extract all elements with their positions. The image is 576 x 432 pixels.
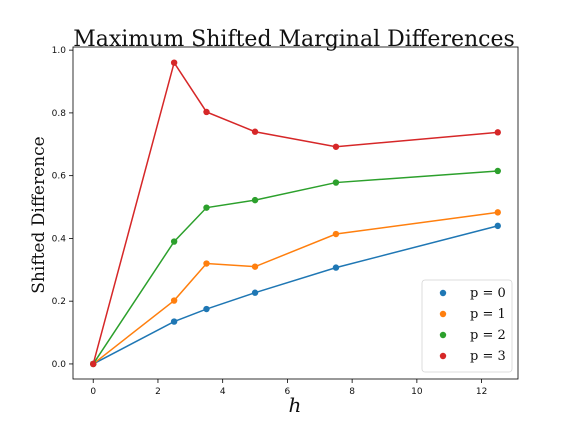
data-point-p3 — [251, 128, 259, 135]
data-point-p1 — [203, 260, 210, 267]
data-point-p2 — [203, 204, 210, 211]
data-point-p3 — [90, 360, 97, 368]
legend: p = 0 p = 1 p = 2 p = 3 — [421, 279, 513, 373]
series-line-p2 — [92, 170, 498, 365]
series-line-p0 — [92, 225, 498, 365]
data-point-p1 — [170, 297, 178, 304]
x-tick-label: 2 — [155, 387, 161, 397]
data-point-p1 — [494, 209, 501, 216]
plot-area-frame — [72, 46, 519, 380]
y-tick-label: 0.4 — [52, 234, 67, 244]
y-tick-label: 0.2 — [52, 297, 66, 307]
data-point-p2 — [251, 196, 259, 204]
series-line-p1 — [92, 211, 498, 365]
data-point-p3 — [332, 143, 340, 150]
x-tick-label: 12 — [476, 387, 487, 397]
data-point-p1 — [332, 230, 340, 238]
y-axis-label: Shifted Difference — [29, 136, 49, 293]
data-point-p0 — [332, 264, 340, 271]
data-point-p0 — [170, 318, 178, 325]
series-line-p3 — [92, 60, 498, 365]
data-point-p0 — [203, 305, 210, 313]
legend-label: p = 0 — [470, 286, 506, 301]
y-tick-label: 0.6 — [52, 172, 67, 182]
data-point-p2 — [170, 238, 178, 245]
legend-label: p = 3 — [470, 349, 506, 364]
y-tick-label: 0.8 — [52, 109, 67, 119]
legend-marker — [439, 289, 447, 297]
data-point-p3 — [170, 59, 178, 66]
legend-box — [421, 279, 513, 373]
legend-marker — [439, 352, 447, 360]
series-layer — [90, 59, 501, 368]
legend-label: p = 2 — [470, 328, 506, 343]
legend-label: p = 1 — [470, 307, 506, 322]
x-tick-label: 4 — [220, 387, 226, 397]
x-tick-label: 10 — [411, 387, 423, 397]
data-point-p3 — [203, 108, 210, 116]
y-tick-label: 1.0 — [52, 46, 67, 56]
legend-marker — [439, 331, 447, 339]
data-point-p0 — [251, 289, 259, 296]
data-point-p2 — [494, 167, 501, 175]
data-point-p2 — [332, 179, 340, 186]
y-tick-label: 0.0 — [52, 360, 67, 370]
x-axis-ticks: 0 2 4 6 8 10 12 — [90, 379, 487, 397]
x-tick-label: 6 — [285, 387, 291, 397]
data-point-p0 — [494, 222, 501, 230]
legend-marker — [439, 310, 447, 318]
x-tick-label: 8 — [349, 387, 355, 397]
chart-title: Maximum Shifted Marginal Differences — [73, 27, 515, 52]
data-point-p1 — [251, 263, 259, 270]
x-axis-label: h — [289, 393, 302, 417]
data-point-p3 — [494, 129, 501, 136]
x-tick-label: 0 — [90, 387, 96, 397]
y-axis-ticks: 0.0 0.2 0.4 0.6 0.8 1.0 — [52, 46, 73, 370]
